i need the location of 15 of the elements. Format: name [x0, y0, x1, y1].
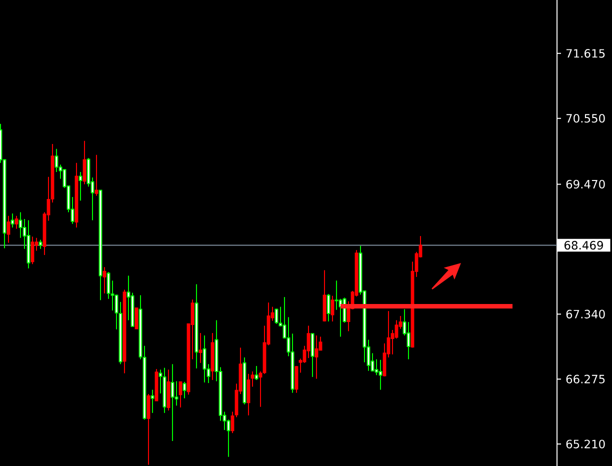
y-tick-label: 70.550 — [566, 114, 605, 123]
y-tick-label: 67.340 — [566, 310, 605, 318]
candlestick — [406, 322, 410, 360]
candlestick — [18, 212, 22, 238]
candlestick — [314, 334, 318, 380]
y-tick-label: 66.275 — [566, 374, 605, 384]
candlestick — [38, 239, 42, 250]
y-tick-label: 69.470 — [566, 180, 605, 189]
y-tick-label: 65.210 — [566, 440, 605, 448]
y-tick-label: 71.615 — [566, 49, 605, 58]
candlestick — [150, 389, 154, 414]
candlestick — [102, 266, 106, 294]
ref-line-label: 68.469 — [564, 240, 603, 250]
candlestick — [250, 370, 254, 388]
candlestick — [198, 332, 202, 364]
